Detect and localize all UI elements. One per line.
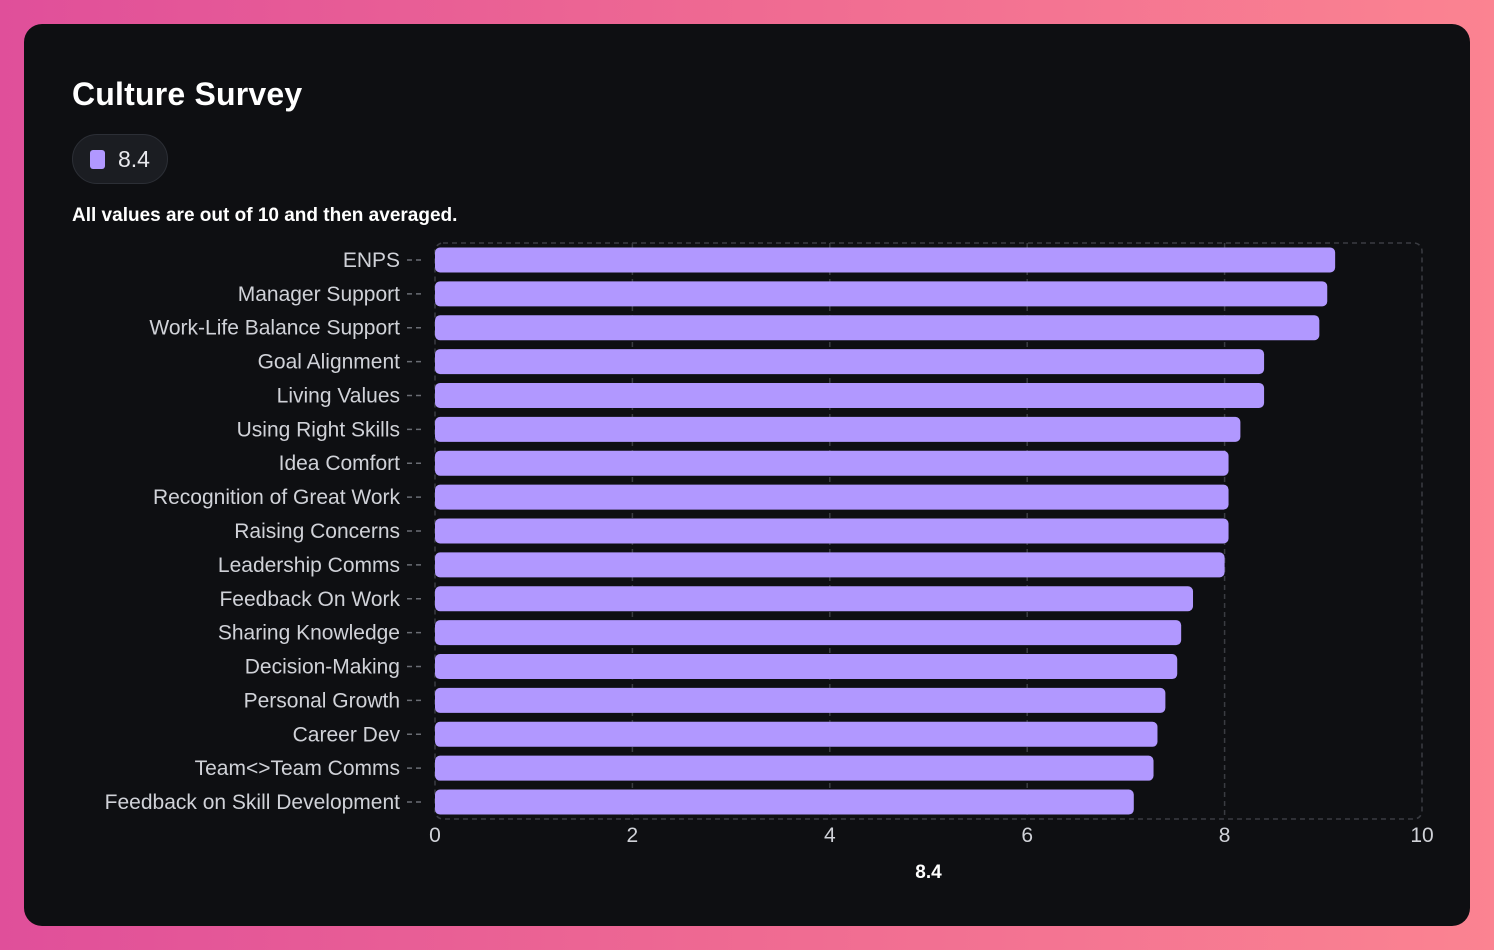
- chart-subtitle: All values are out of 10 and then averag…: [72, 205, 458, 226]
- y-tick-label: Manager Support: [238, 283, 400, 306]
- x-tick-label-6: 6: [1021, 824, 1033, 847]
- bar: [435, 416, 1241, 442]
- bar-chart: 0 2 4 6 8 10 ENPS Manager Support Work-Life Bala…: [105, 242, 1434, 883]
- x-axis-title: 8.4: [915, 862, 942, 883]
- chart-title: Culture Survey: [72, 76, 303, 112]
- bar: [435, 450, 1229, 476]
- y-tick-label: Sharing Knowledge: [218, 622, 400, 645]
- y-tick-label: ENPS: [343, 249, 400, 272]
- x-tick-label-2: 2: [627, 824, 639, 847]
- y-tick-label: Leadership Comms: [218, 554, 400, 577]
- y-tick-label: Living Values: [277, 384, 400, 407]
- bar: [435, 281, 1328, 307]
- y-tick-label: Raising Concerns: [234, 520, 400, 543]
- bar: [435, 552, 1225, 578]
- x-tick-label-8: 8: [1219, 824, 1231, 847]
- bar: [435, 586, 1194, 612]
- y-tick-label: Using Right Skills: [237, 418, 400, 441]
- y-tick-label: Personal Growth: [244, 689, 400, 712]
- bar: [435, 654, 1178, 680]
- bar: [435, 789, 1134, 815]
- bar: [435, 349, 1265, 375]
- bar: [435, 755, 1154, 781]
- bar: [435, 484, 1229, 510]
- y-tick-label: Recognition of Great Work: [153, 486, 401, 509]
- bar: [435, 518, 1229, 544]
- bar: [435, 721, 1158, 747]
- bar: [435, 382, 1265, 408]
- legend-swatch: [90, 149, 105, 169]
- x-tick-label-4: 4: [824, 824, 836, 847]
- bar: [435, 315, 1320, 341]
- legend-label: 8.4: [118, 146, 150, 172]
- x-tick-label-10: 10: [1410, 824, 1433, 847]
- legend-item[interactable]: 8.4: [72, 134, 168, 184]
- y-tick-label: Decision-Making: [245, 656, 400, 679]
- chart-card: Culture Survey 8.4 All values are out of…: [24, 24, 1470, 926]
- y-tick-label: Team<>Team Comms: [195, 757, 400, 780]
- bar: [435, 620, 1182, 646]
- x-tick-label-0: 0: [429, 824, 441, 847]
- y-tick-label: Feedback on Skill Development: [105, 791, 400, 814]
- y-tick-label: Career Dev: [293, 723, 401, 746]
- bar: [435, 687, 1166, 713]
- y-tick-label: Idea Comfort: [279, 452, 401, 475]
- y-tick-label: Goal Alignment: [258, 351, 401, 374]
- y-tick-label: Feedback On Work: [219, 588, 400, 611]
- y-tick-label: Work-Life Balance Support: [149, 317, 400, 340]
- bar: [435, 247, 1336, 273]
